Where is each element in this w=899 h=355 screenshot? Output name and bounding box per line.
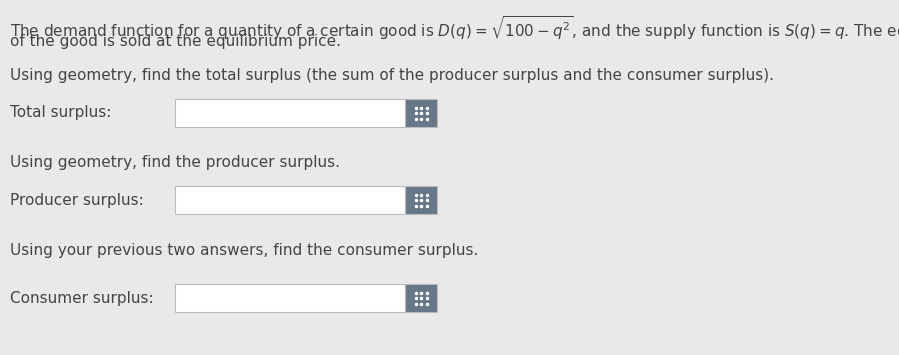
FancyBboxPatch shape [405, 99, 437, 127]
FancyBboxPatch shape [175, 99, 405, 127]
Text: Total surplus:: Total surplus: [10, 105, 111, 120]
Text: Consumer surplus:: Consumer surplus: [10, 290, 154, 306]
FancyBboxPatch shape [405, 186, 437, 214]
Text: The demand function for a quantity of a certain good is $D(q) = \sqrt{100 - q^2}: The demand function for a quantity of a … [10, 14, 899, 42]
Text: of the good is sold at the equilibrium price.: of the good is sold at the equilibrium p… [10, 34, 341, 49]
Text: Using your previous two answers, find the consumer surplus.: Using your previous two answers, find th… [10, 243, 478, 258]
FancyBboxPatch shape [175, 186, 405, 214]
FancyBboxPatch shape [405, 284, 437, 312]
FancyBboxPatch shape [175, 284, 405, 312]
Text: Using geometry, find the producer surplus.: Using geometry, find the producer surplu… [10, 155, 340, 170]
Text: Producer surplus:: Producer surplus: [10, 192, 144, 208]
Text: Using geometry, find the total surplus (the sum of the producer surplus and the : Using geometry, find the total surplus (… [10, 68, 774, 83]
